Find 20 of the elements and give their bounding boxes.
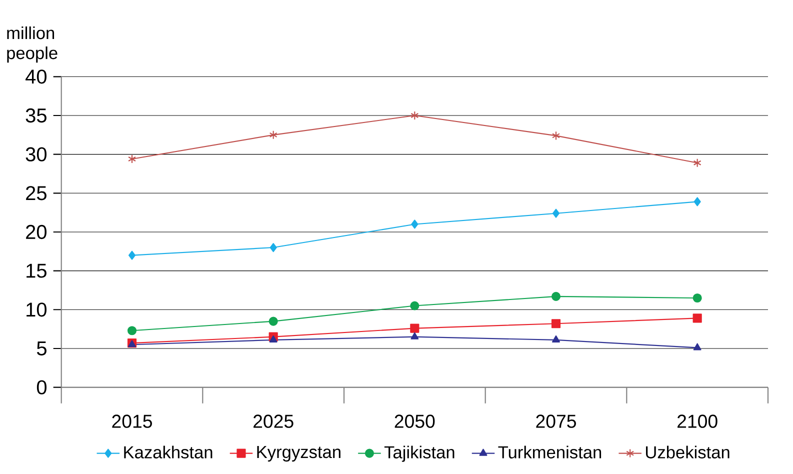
- x-tick-label: 2100: [678, 414, 718, 428]
- y-tick-label: 35: [26, 108, 46, 123]
- y-tick-label: 25: [26, 186, 46, 200]
- y-tick-label: 15: [26, 264, 46, 278]
- x-tick-label: 2050: [394, 414, 435, 428]
- y-tick-label: 5: [36, 342, 46, 356]
- x-tick-label: 2025: [254, 414, 294, 428]
- y-tick-label: 0: [36, 380, 47, 394]
- y-tick-label: 40: [26, 70, 46, 84]
- y-tick-label: 20: [26, 224, 46, 240]
- y-tick-label: 30: [26, 147, 46, 162]
- y-tick-label: 10: [26, 302, 46, 317]
- legend-label: Tajikistan: [384, 446, 454, 462]
- x-tick-label: 2075: [536, 414, 576, 428]
- y-axis-title: million people: [7, 26, 58, 63]
- x-tick-label: 2015: [112, 414, 152, 428]
- legend-label: Uzbekistan: [646, 446, 730, 458]
- legend-label: Turkmenistan: [498, 446, 602, 458]
- legend-label: Kazakhstan: [124, 446, 212, 458]
- legend-label: Kyrgyzstan: [257, 446, 340, 462]
